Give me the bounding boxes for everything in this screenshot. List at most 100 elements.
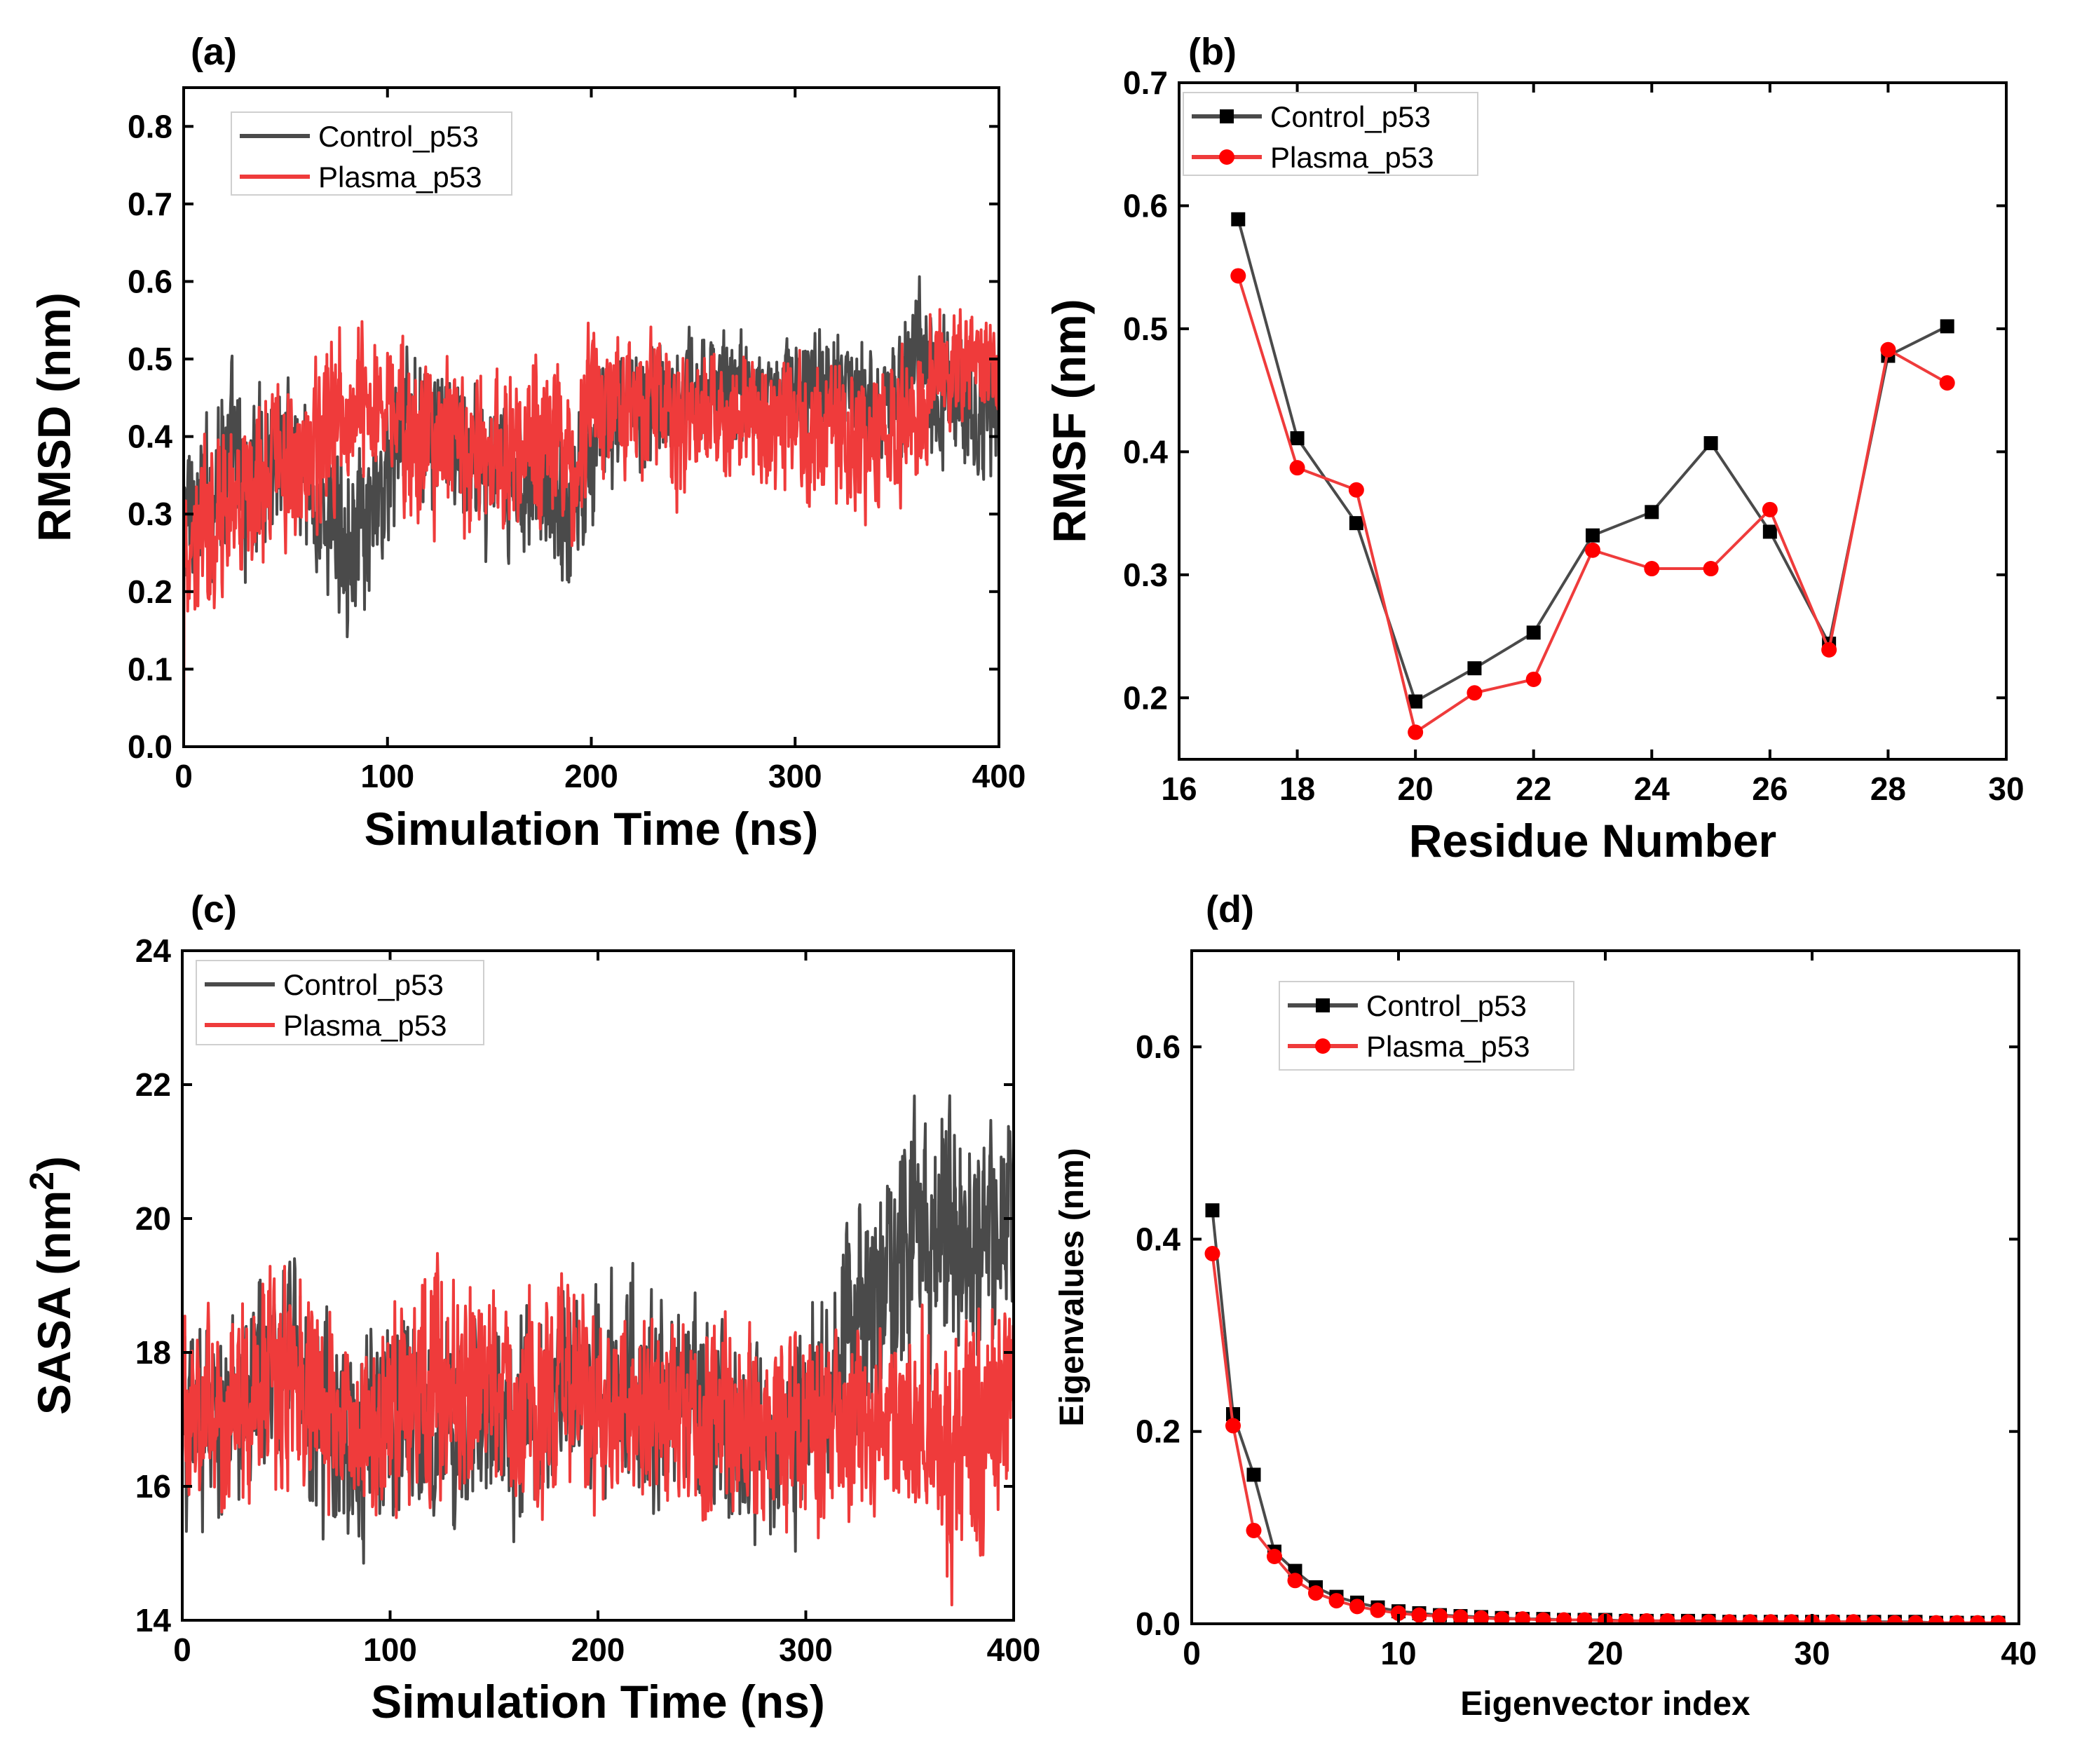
- plot-area-d: [1204, 1203, 2006, 1624]
- series-d-plasma-p53-line: [1211, 1253, 1999, 1624]
- series-b-plasma-p53-marker: [1408, 724, 1424, 740]
- series-d-plasma-p53-marker: [1722, 1614, 1737, 1624]
- y-tick-label-c: 16: [135, 1468, 171, 1505]
- x-tick-label-b: 20: [1398, 771, 1434, 807]
- series-d-plasma-p53-marker: [1452, 1609, 1469, 1624]
- series-a-plasma-p53-line: [184, 308, 999, 747]
- series-b-plasma-p53-marker: [1525, 671, 1542, 687]
- series-b-plasma-p53-marker: [1348, 482, 1364, 498]
- series-d-plasma-p53-marker: [1825, 1614, 1841, 1624]
- series-d-control-p53-marker: [1205, 1203, 1220, 1218]
- series-d-plasma-p53-marker: [1267, 1549, 1282, 1564]
- series-d-plasma-p53-marker: [1701, 1614, 1717, 1624]
- x-tick-label-b: 18: [1279, 771, 1315, 807]
- series-d-plasma-p53-marker: [1846, 1614, 1861, 1624]
- x-tick-label-b: 16: [1161, 771, 1197, 807]
- series-b-plasma-p53-marker: [1230, 268, 1246, 284]
- series-b-plasma-p53-marker: [1585, 542, 1600, 558]
- x-axis-title-c: Simulation Time (ns): [371, 1676, 825, 1728]
- series-b-control-p53-marker: [1290, 431, 1305, 446]
- y-tick-label-b: 0.2: [1123, 679, 1168, 716]
- x-axis-title-b: Residue Number: [1409, 815, 1776, 867]
- series-d-plasma-p53-marker: [1970, 1615, 1985, 1624]
- series-d-plasma-p53-marker: [1204, 1246, 1220, 1261]
- series-d-plasma-p53-marker: [1659, 1613, 1675, 1624]
- series-b-control-p53-marker: [1526, 625, 1541, 640]
- legend-label-d: Control_p53: [1366, 989, 1527, 1022]
- y-tick-label-d: 0.2: [1136, 1413, 1180, 1450]
- series-d-plasma-p53-marker: [1887, 1615, 1903, 1624]
- series-d-plasma-p53-marker: [1411, 1607, 1427, 1623]
- y-tick-label-c: 22: [135, 1066, 171, 1103]
- x-tick-label-d: 40: [2001, 1635, 2036, 1671]
- y-tick-label-b: 0.4: [1123, 433, 1168, 470]
- y-tick-label-a: 0.7: [128, 186, 172, 222]
- series-d-plasma-p53-marker: [1432, 1608, 1448, 1624]
- y-tick-label-b: 0.7: [1123, 65, 1168, 101]
- y-tick-label-a: 0.6: [128, 263, 172, 299]
- y-axis-title-b: RMSF (nm): [1043, 299, 1095, 543]
- y-tick-label-a: 0.5: [128, 341, 172, 377]
- y-axis-title-d: Eigenvalues (nm): [1054, 1148, 1091, 1426]
- series-d-plasma-p53-marker: [1990, 1615, 2006, 1624]
- y-tick-label-a: 0.3: [128, 496, 172, 532]
- y-tick-label-a: 0.0: [128, 728, 172, 765]
- x-tick-label-b: 30: [1988, 771, 2024, 807]
- legend-marker-d: [1316, 998, 1330, 1012]
- x-axis-title-d: Eigenvector index: [1460, 1685, 1750, 1723]
- series-d-plasma-p53-marker: [1370, 1602, 1386, 1618]
- x-tick-label-d: 10: [1380, 1635, 1416, 1671]
- panel-label-a: (a): [191, 31, 237, 73]
- legend-label-a: Plasma_p53: [318, 161, 482, 194]
- series-d-plasma-p53-marker: [1535, 1612, 1551, 1624]
- series-b-plasma-p53-marker: [1762, 501, 1778, 517]
- legend-label-b: Plasma_p53: [1270, 141, 1434, 174]
- series-d-control-p53-marker: [1246, 1467, 1261, 1482]
- plot-area-a: [184, 275, 999, 747]
- panel-label-d: (d): [1206, 888, 1254, 930]
- series-d-plasma-p53-marker: [1577, 1612, 1593, 1624]
- series-b-plasma-p53-marker: [1644, 561, 1660, 577]
- series-b-control-p53-marker: [1231, 212, 1246, 226]
- series-d-plasma-p53-marker: [1742, 1614, 1758, 1624]
- series-b-plasma-p53-marker: [1289, 460, 1305, 476]
- legend-label-b: Control_p53: [1270, 100, 1431, 133]
- series-d-plasma-p53-marker: [1618, 1613, 1634, 1624]
- x-tick-label-b: 26: [1752, 771, 1788, 807]
- panel-d: (d) 0 10 20 30 40 0.0 0.2 0.4 0.6 Eigenvector inde…: [1054, 888, 2037, 1723]
- plot-area-b: [1230, 212, 1955, 740]
- series-d-plasma-p53-marker: [1287, 1573, 1303, 1589]
- series-d-plasma-p53-marker: [1494, 1611, 1510, 1624]
- series-d-plasma-p53-marker: [1680, 1614, 1696, 1624]
- series-d-plasma-p53-marker: [1246, 1522, 1262, 1538]
- x-tick-label-c: 200: [571, 1631, 625, 1668]
- x-axis-title-a: Simulation Time (ns): [365, 803, 819, 855]
- y-tick-label-a: 0.4: [128, 419, 172, 455]
- legend-d: Control_p53 Plasma_p53: [1279, 981, 1574, 1071]
- legend-marker-d: [1315, 1038, 1331, 1054]
- panel-label-c: (c): [191, 888, 237, 930]
- y-axis-title-a: RMSD (nm): [28, 292, 80, 542]
- series-b-control-p53-marker: [1467, 661, 1482, 676]
- series-d-plasma-p53-marker: [1783, 1614, 1799, 1624]
- axes-frame-b: [1178, 81, 2008, 761]
- legend-box-c: [196, 960, 484, 1045]
- y-tick-label-c: 14: [135, 1602, 172, 1639]
- x-tick-label-d: 30: [1794, 1635, 1830, 1671]
- series-b-plasma-p53-marker: [1821, 642, 1837, 658]
- y-tick-label-b: 0.6: [1123, 187, 1168, 224]
- panel-b: (b) 16 18 20 22 24 26 28 30 0.2 0.3 0.4 0.5 0.6 0.7 Res…: [1043, 31, 2025, 867]
- x-tick-label-a: 300: [768, 758, 822, 794]
- y-tick-label-a: 0.2: [128, 574, 172, 610]
- legend-b: Control_p53 Plasma_p53: [1183, 92, 1478, 176]
- y-tick-label-a: 0.8: [128, 108, 172, 144]
- panel-a: (a) 0 100 200 300 400 0.0 0.1 0.2 0.3 0.4 0.5 0.6 0.7…: [28, 31, 1026, 855]
- x-tick-label-d: 20: [1587, 1635, 1623, 1671]
- x-tick-label-d: 0: [1183, 1635, 1201, 1671]
- x-tick-label-b: 22: [1516, 771, 1551, 807]
- legend-c: Control_p53 Plasma_p53: [196, 960, 484, 1045]
- x-tick-label-b: 28: [1870, 771, 1906, 807]
- series-b-plasma-p53-marker: [1939, 375, 1955, 391]
- series-c-plasma-p53-line: [182, 1251, 1014, 1607]
- series-b-control-p53-marker: [1762, 524, 1777, 539]
